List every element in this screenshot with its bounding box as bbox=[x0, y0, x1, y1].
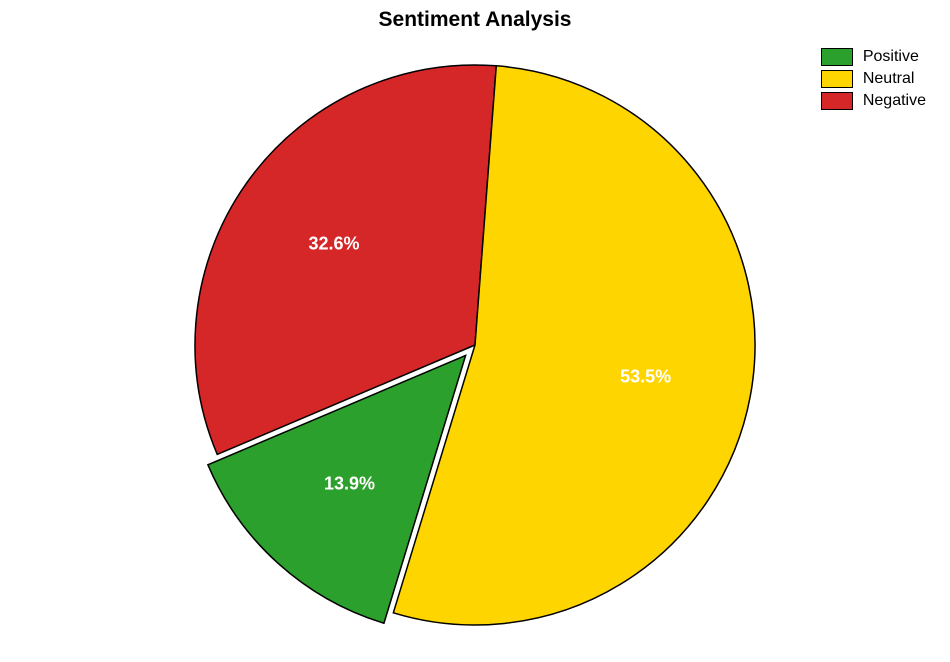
pie-chart-container: Sentiment Analysis Positive Neutral Negati… bbox=[0, 0, 950, 662]
legend-item-neutral: Neutral bbox=[821, 70, 926, 88]
legend: Positive Neutral Negative bbox=[821, 48, 926, 114]
legend-label-neutral: Neutral bbox=[863, 70, 915, 88]
legend-swatch-negative bbox=[821, 92, 853, 110]
chart-title: Sentiment Analysis bbox=[0, 8, 950, 32]
legend-item-positive: Positive bbox=[821, 48, 926, 66]
pie-slice-label-positive: 13.9% bbox=[324, 474, 375, 495]
legend-item-negative: Negative bbox=[821, 92, 926, 110]
legend-swatch-neutral bbox=[821, 70, 853, 88]
legend-label-positive: Positive bbox=[863, 48, 919, 66]
pie-slice-label-negative: 32.6% bbox=[308, 233, 359, 254]
legend-swatch-positive bbox=[821, 48, 853, 66]
pie-chart-svg bbox=[0, 0, 950, 662]
pie-slice-label-neutral: 53.5% bbox=[620, 367, 671, 388]
legend-label-negative: Negative bbox=[863, 92, 926, 110]
